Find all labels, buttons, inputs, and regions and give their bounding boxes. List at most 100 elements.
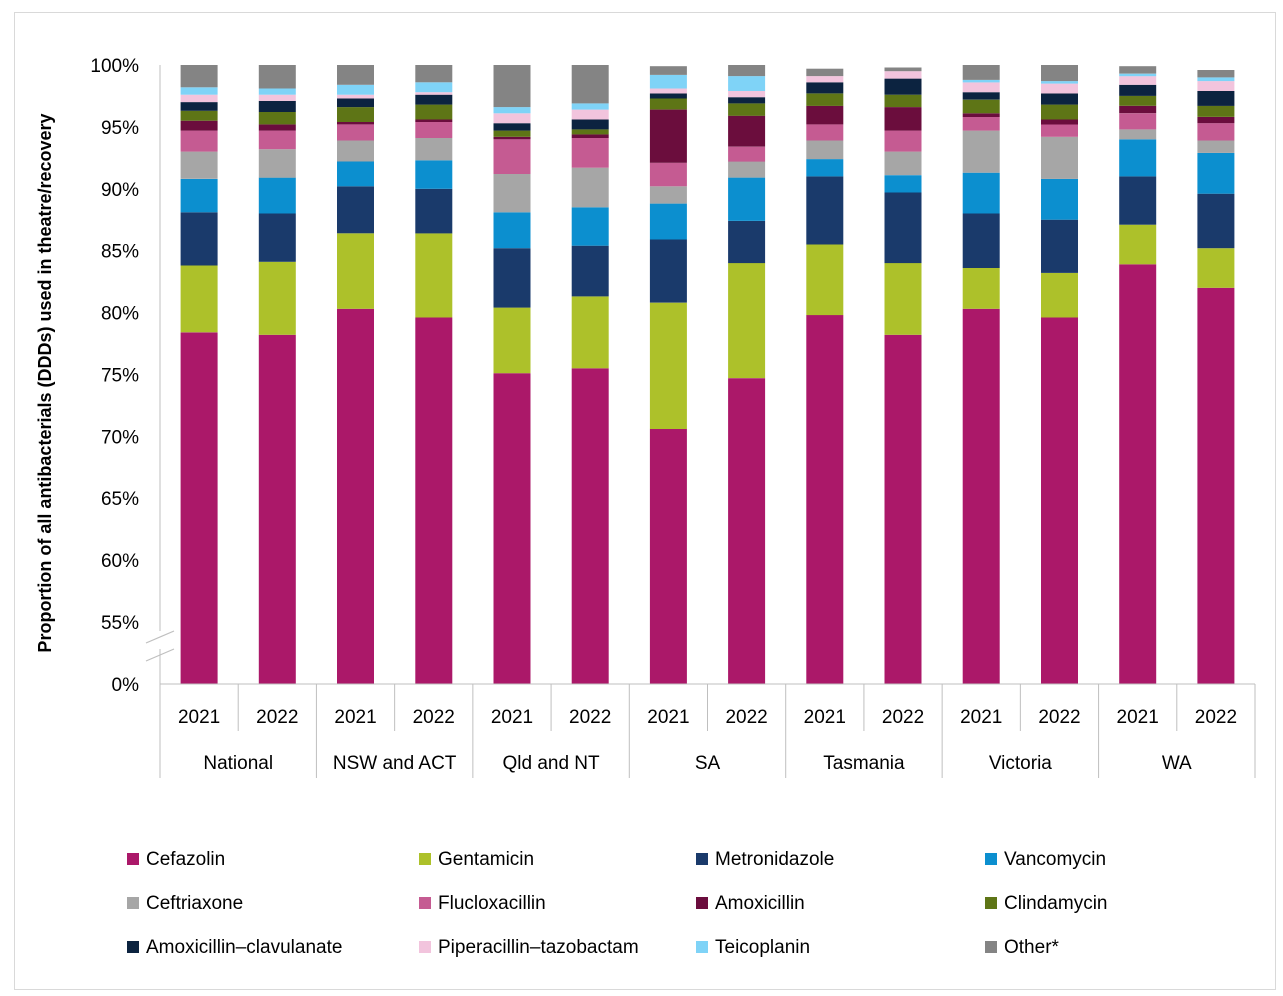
bar-segment-clindamycin-qld-and-nt-2022 xyxy=(571,129,609,135)
bar-segment-vancomycin-nsw-and-act-2022 xyxy=(415,160,453,189)
bar-segment-metronidazole-victoria-2022 xyxy=(1041,219,1078,273)
bar-segment-amoxicillin-national-2022 xyxy=(258,124,296,131)
bar-segment-other--wa-2021 xyxy=(1119,66,1157,74)
legend-label: Piperacillin–tazobactam xyxy=(438,937,639,958)
bar-segment-teicoplanin-nsw-and-act-2022 xyxy=(415,82,453,93)
y-tick-label: 70% xyxy=(101,427,139,448)
bar-segment-amoxicillin-clavulanate-victoria-2021 xyxy=(962,92,1000,100)
x-group-label: SA xyxy=(695,753,721,774)
bar-segment-flucloxacillin-nsw-and-act-2021 xyxy=(337,124,374,141)
bar-segment-other--tasmania-2022 xyxy=(884,67,922,72)
bar-segment-other--qld-and-nt-2021 xyxy=(493,65,531,108)
bar-segment-vancomycin-national-2021 xyxy=(180,178,218,213)
bar-segment-piperacillin-tazobactam-victoria-2022 xyxy=(1041,83,1078,94)
x-year-label: 2021 xyxy=(647,707,689,728)
bar-segment-ceftriaxone-sa-2022 xyxy=(728,161,766,178)
bar-segment-flucloxacillin-victoria-2021 xyxy=(962,117,1000,131)
bar-segment-metronidazole-sa-2021 xyxy=(649,239,687,303)
x-group-label: National xyxy=(203,753,273,774)
bar-segment-ceftriaxone-national-2021 xyxy=(180,151,218,179)
bar-segment-ceftriaxone-sa-2021 xyxy=(649,186,687,204)
bar-segment-amoxicillin-sa-2022 xyxy=(728,115,766,147)
bar-segment-ceftriaxone-victoria-2022 xyxy=(1041,136,1078,179)
bar-segment-other--national-2021 xyxy=(180,65,218,88)
y-tick-label: 0% xyxy=(112,675,140,696)
bar-segment-vancomycin-qld-and-nt-2021 xyxy=(493,212,531,249)
legend-swatch xyxy=(127,897,139,909)
bar-segment-clindamycin-wa-2022 xyxy=(1197,105,1235,117)
legend-label: Amoxicillin–clavulanate xyxy=(146,937,342,958)
axis-break-mark xyxy=(145,630,175,644)
bar-segment-piperacillin-tazobactam-national-2021 xyxy=(180,94,218,103)
bar-segment-cefazolin-wa-2022 xyxy=(1197,287,1235,684)
legend-label: Other* xyxy=(1004,937,1060,958)
x-group-label: Qld and NT xyxy=(502,753,600,774)
bar-segment-clindamycin-national-2022 xyxy=(258,112,296,125)
bar-segment-amoxicillin-sa-2021 xyxy=(649,109,687,163)
x-year-label: 2022 xyxy=(413,707,455,728)
bar-segment-other--sa-2022 xyxy=(728,65,766,77)
y-tick-label: 85% xyxy=(101,242,139,263)
bar-segment-flucloxacillin-nsw-and-act-2022 xyxy=(415,121,453,138)
legend-label: Clindamycin xyxy=(1004,893,1107,914)
bar-segment-clindamycin-sa-2021 xyxy=(649,98,687,110)
bar-segment-metronidazole-wa-2022 xyxy=(1197,193,1235,249)
legend-swatch xyxy=(127,941,139,953)
bar-segment-gentamicin-wa-2021 xyxy=(1119,224,1157,265)
bar-segment-other--tasmania-2021 xyxy=(806,68,844,77)
legend-swatch xyxy=(985,853,997,865)
legend-swatch xyxy=(419,897,431,909)
x-group-label: WA xyxy=(1162,753,1192,774)
x-group-label: NSW and ACT xyxy=(333,753,457,774)
bar-segment-cefazolin-victoria-2021 xyxy=(962,308,1000,684)
bar-segment-flucloxacillin-qld-and-nt-2022 xyxy=(571,138,609,168)
bar-segment-vancomycin-tasmania-2022 xyxy=(884,175,922,193)
legend-swatch xyxy=(696,897,708,909)
bar-segment-amoxicillin-national-2021 xyxy=(180,120,218,131)
bar-segment-ceftriaxone-nsw-and-act-2021 xyxy=(337,140,374,162)
bar-segment-piperacillin-tazobactam-wa-2022 xyxy=(1197,81,1235,91)
x-group-label: Tasmania xyxy=(823,753,905,774)
legend: Cefazolin Gentamicin Metronidazole Vancomyc… xyxy=(127,849,1107,958)
bar-segment-ceftriaxone-wa-2022 xyxy=(1197,140,1235,153)
y-axis-label: Proportion of all antibacterials (DDDs) … xyxy=(35,113,55,652)
bar-segment-vancomycin-victoria-2022 xyxy=(1041,178,1078,220)
bar-segment-amoxicillin-clavulanate-nsw-and-act-2022 xyxy=(415,94,453,105)
x-year-label: 2021 xyxy=(178,707,220,728)
bar-segment-vancomycin-sa-2021 xyxy=(649,203,687,240)
legend-swatch xyxy=(419,853,431,865)
legend-swatch xyxy=(985,941,997,953)
bar-segment-amoxicillin-clavulanate-tasmania-2021 xyxy=(806,82,844,94)
x-year-label: 2022 xyxy=(882,707,924,728)
bar-segment-gentamicin-wa-2022 xyxy=(1197,248,1235,288)
legend-label: Metronidazole xyxy=(715,849,834,870)
x-labels: 2021 2022 National 2021 2022 NSW and ACT 2021 2… xyxy=(178,707,1237,774)
x-year-label: 2021 xyxy=(491,707,533,728)
bar-segment-piperacillin-tazobactam-tasmania-2021 xyxy=(806,76,844,83)
bar-segment-piperacillin-tazobactam-qld-and-nt-2021 xyxy=(493,113,531,124)
bar-segment-teicoplanin-victoria-2022 xyxy=(1041,81,1078,84)
bar-segment-other--national-2022 xyxy=(258,65,296,89)
bar-segment-teicoplanin-sa-2021 xyxy=(649,74,687,89)
bar-segment-gentamicin-qld-and-nt-2021 xyxy=(493,307,531,374)
bar-segment-cefazolin-wa-2021 xyxy=(1119,264,1157,684)
bar-segment-flucloxacillin-sa-2021 xyxy=(649,162,687,187)
legend-swatch xyxy=(127,853,139,865)
x-year-label: 2022 xyxy=(569,707,611,728)
x-year-label: 2021 xyxy=(334,707,376,728)
bar-segment-amoxicillin-clavulanate-nsw-and-act-2021 xyxy=(337,98,374,108)
y-tick-label: 95% xyxy=(101,118,139,139)
bar-segment-vancomycin-tasmania-2021 xyxy=(806,159,844,177)
bar-segment-clindamycin-national-2021 xyxy=(180,110,218,121)
bar-segment-ceftriaxone-wa-2021 xyxy=(1119,129,1157,140)
legend-label: Vancomycin xyxy=(1004,849,1106,870)
bar-segment-vancomycin-victoria-2021 xyxy=(962,172,1000,214)
bar-segment-teicoplanin-sa-2022 xyxy=(728,76,766,91)
bar-segment-clindamycin-nsw-and-act-2021 xyxy=(337,107,374,122)
bar-segment-amoxicillin-clavulanate-tasmania-2022 xyxy=(884,78,922,95)
bar-segment-amoxicillin-qld-and-nt-2021 xyxy=(493,136,531,140)
legend-swatch xyxy=(696,941,708,953)
bar-segment-amoxicillin-clavulanate-national-2022 xyxy=(258,100,296,112)
bar-segment-cefazolin-qld-and-nt-2021 xyxy=(493,373,531,684)
bar-segment-amoxicillin-clavulanate-national-2021 xyxy=(180,102,218,111)
